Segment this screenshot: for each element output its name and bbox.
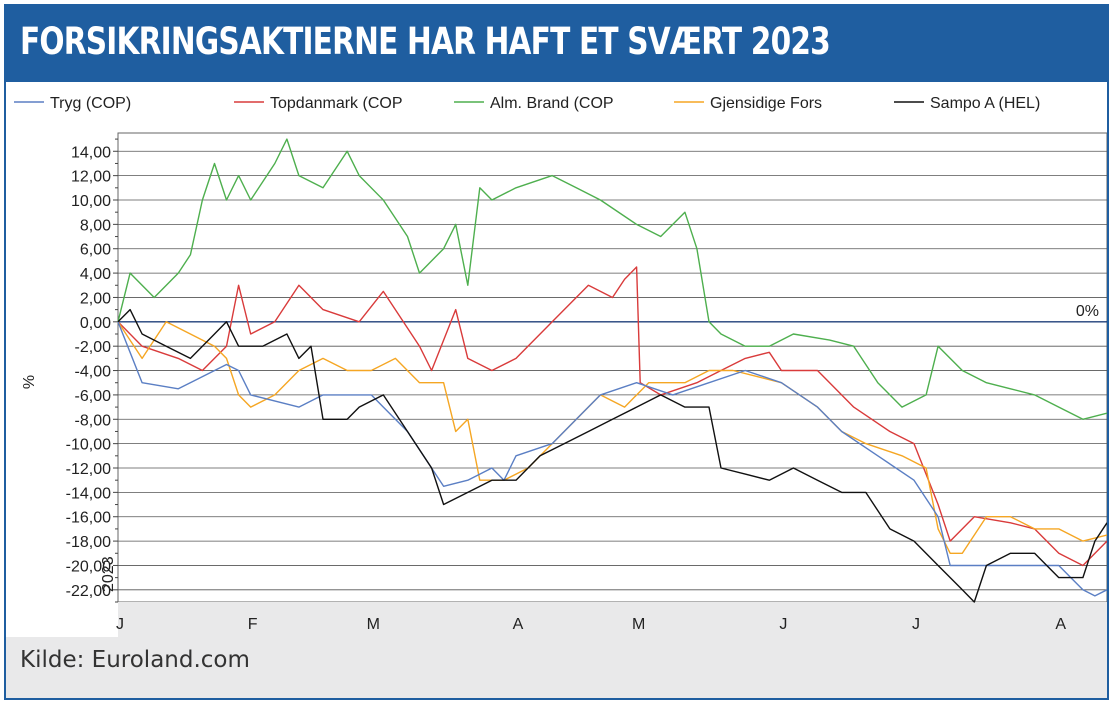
y-tick-label: 2,00 [80, 290, 111, 307]
y-tick-label: 8,00 [80, 217, 111, 234]
y-tick-label: 10,00 [71, 193, 111, 210]
plot-area [117, 132, 1107, 603]
y-tick-label: -20,00 [66, 558, 111, 575]
y-tick-label: -2,00 [75, 339, 112, 356]
y-tick-label: -14,00 [66, 485, 111, 502]
chart-frame: FORSIKRINGSAKTIERNE HAR HAFT ET SVÆRT 20… [4, 4, 1109, 700]
x-tick-label: M [367, 616, 380, 633]
y-axis-label: % [21, 375, 38, 389]
y-tick-label: -8,00 [75, 412, 112, 429]
x-tick-label: A [1055, 616, 1066, 633]
series-line-1 [117, 321, 1107, 597]
x-tick-label: J [116, 616, 124, 633]
y-tick-label: 12,00 [71, 169, 111, 186]
y-tick-label: 14,00 [71, 144, 111, 161]
series-line-5 [117, 308, 1107, 603]
x-axis-strip [118, 602, 1107, 637]
chart-area: Tryg (COP) Topdanmark (COP Alm. Brand (COP… [6, 82, 1107, 637]
zero-label: 0% [1076, 303, 1099, 320]
legend-entry: Sampo A (HEL) [930, 95, 1040, 112]
source-credit: Kilde: Euroland.com [20, 647, 250, 673]
legend-entry: Gjensidige Fors [710, 95, 822, 112]
y-tick-label: 6,00 [80, 242, 111, 259]
legend-entry: Topdanmark (COP [270, 95, 403, 112]
header-bar: FORSIKRINGSAKTIERNE HAR HAFT ET SVÆRT 20… [6, 6, 1107, 82]
x-tick-label: M [632, 616, 645, 633]
y-tick-label: -16,00 [66, 510, 111, 527]
x-tick-label: A [513, 616, 524, 633]
y-tick-label: -12,00 [66, 461, 111, 478]
line-chart: Tryg (COP) Topdanmark (COP Alm. Brand (COP… [14, 95, 1107, 637]
series-line-3 [117, 138, 1107, 420]
legend-entry: Tryg (COP) [50, 95, 131, 112]
y-tick-label: -6,00 [75, 388, 112, 405]
y-tick-label: -10,00 [66, 437, 111, 454]
chart-title: FORSIKRINGSAKTIERNE HAR HAFT ET SVÆRT 20… [20, 20, 831, 63]
year-label: 2023 [100, 556, 117, 592]
y-tick-label: 0,00 [80, 315, 111, 332]
x-tick-label: F [248, 616, 258, 633]
y-tick-label: 4,00 [80, 266, 111, 283]
y-tick-label: -22,00 [66, 583, 111, 600]
y-tick-label: -18,00 [66, 534, 111, 551]
series-line-2 [117, 266, 1107, 567]
y-tick-label: -4,00 [75, 364, 112, 381]
x-tick-label: J [779, 616, 787, 633]
x-tick-label: J [912, 616, 920, 633]
legend-entry: Alm. Brand (COP [490, 95, 614, 112]
